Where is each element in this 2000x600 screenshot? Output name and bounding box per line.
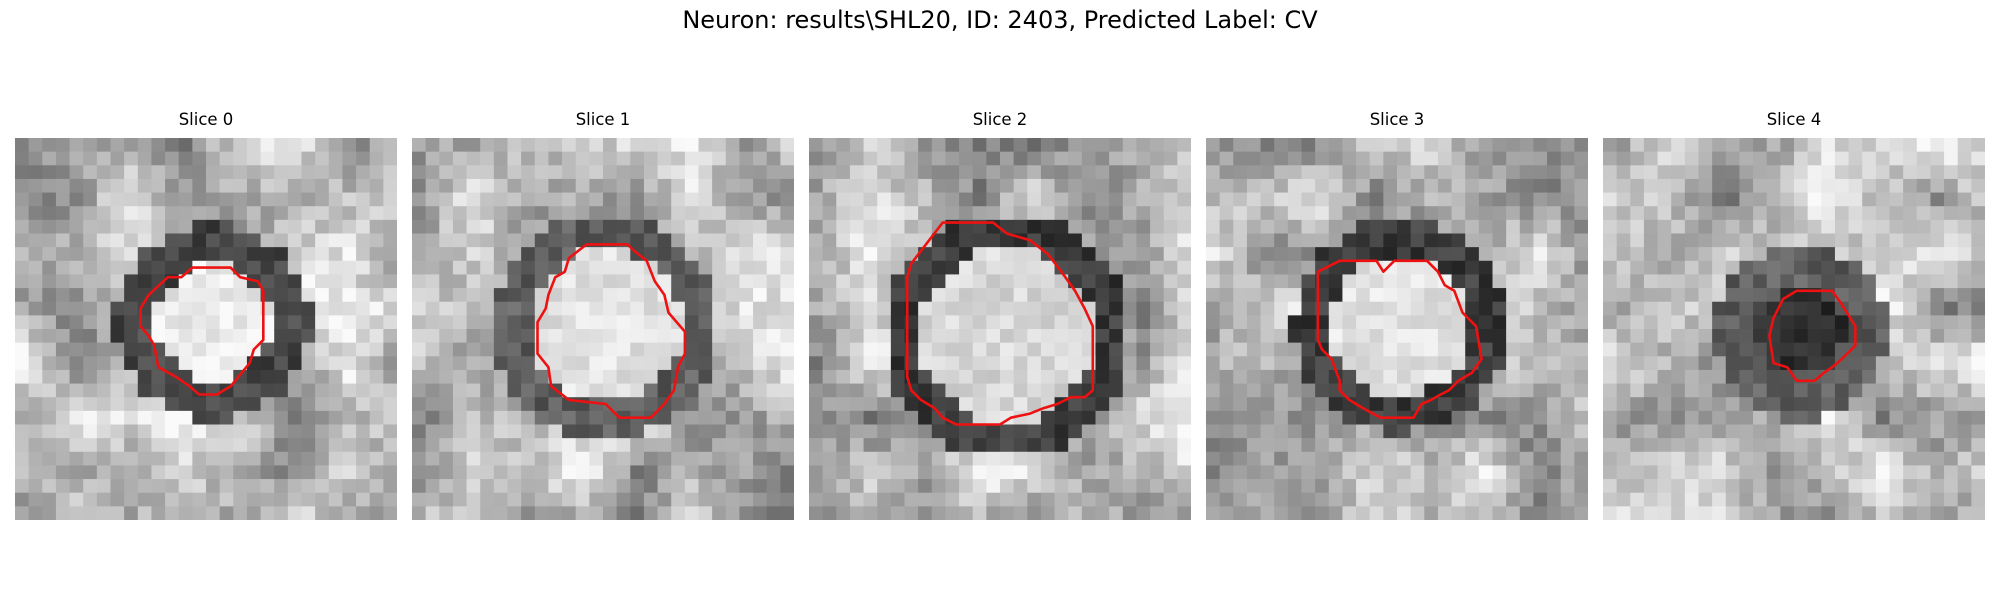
slice-image-4: [1603, 138, 1985, 520]
slice-title: Slice 0: [178, 110, 234, 129]
segmentation-contour: [536, 243, 687, 420]
slice-panel-4: Slice 4: [1603, 108, 1985, 520]
slice-panel-2: Slice 2: [809, 108, 1191, 520]
slice-title: Slice 2: [972, 110, 1028, 129]
pixel-grid: [1603, 138, 1985, 520]
slice-panel-3: Slice 3: [1206, 108, 1588, 520]
slice-title: Slice 1: [575, 110, 631, 129]
slice-image-1: [412, 138, 794, 520]
segmentation-contour: [905, 221, 1095, 426]
figure-title: Neuron: results\SHL20, ID: 2403, Predict…: [682, 6, 1318, 34]
segmentation-contour: [1768, 289, 1857, 383]
slice-title: Slice 4: [1766, 110, 1822, 129]
pixel-grid: [809, 138, 1191, 520]
slice-image-0: [15, 138, 397, 520]
segmentation-contour: [1316, 259, 1483, 420]
slice-panel-0: Slice 0: [15, 108, 397, 520]
slice-image-3: [1206, 138, 1588, 520]
pixel-grid: [412, 138, 794, 520]
pixel-grid: [1206, 138, 1588, 520]
segmentation-contour: [139, 266, 265, 396]
slice-image-2: [809, 138, 1191, 520]
slice-panel-1: Slice 1: [412, 108, 794, 520]
pixel-grid: [15, 138, 397, 520]
slice-title: Slice 3: [1369, 110, 1425, 129]
